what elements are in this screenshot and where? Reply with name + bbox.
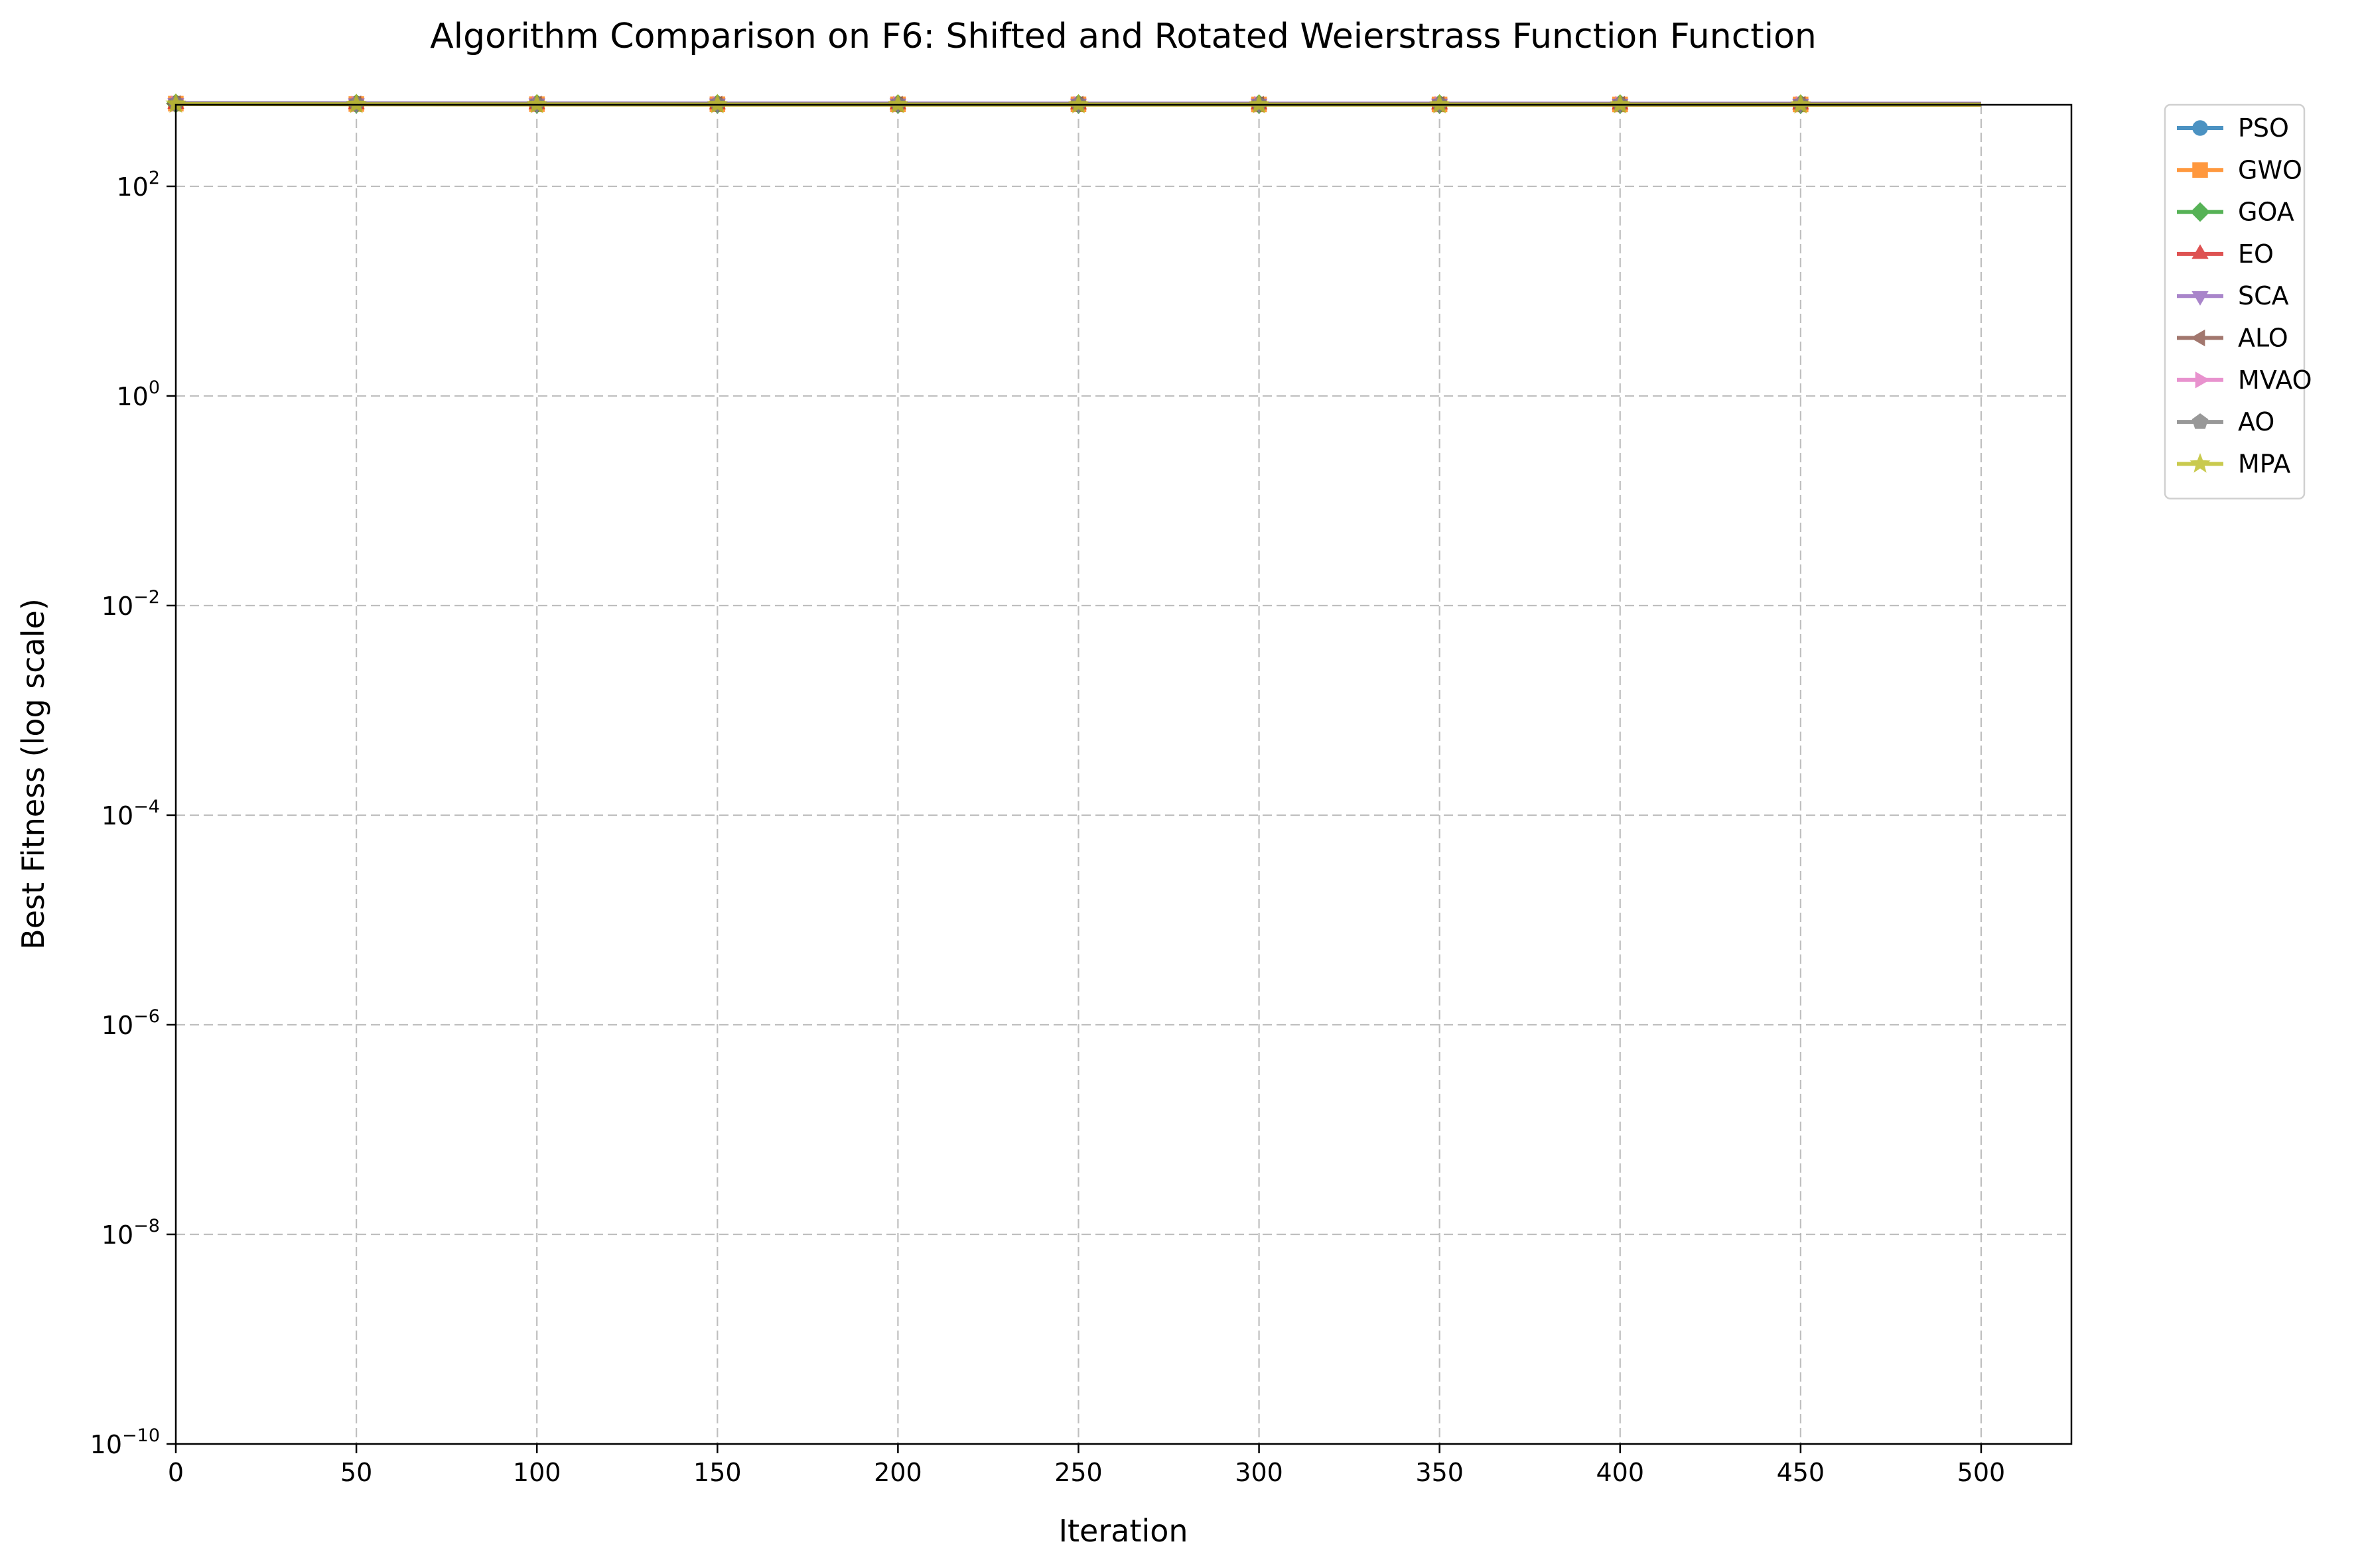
data-point-mpa (1790, 94, 1811, 114)
legend-swatch-ao (2177, 413, 2223, 429)
x-axis-ticks: 0 50 100 150 200 250 300 350 400 450 500 (168, 1444, 2005, 1487)
data-point-mpa (1429, 94, 1450, 114)
x-axis-label: Iteration (1058, 1513, 1188, 1549)
legend-swatch-alo (2177, 329, 2223, 347)
legend-marker (2191, 291, 2209, 306)
data-point-mpa (707, 94, 728, 113)
y-axis-label: Best Fitness (log scale) (15, 598, 51, 950)
y-tick-exponent: −8 (133, 1216, 160, 1236)
legend-label-gwo: GWO (2238, 155, 2302, 184)
chart-title: Algorithm Comparison on F6: Shifted and … (430, 17, 1817, 56)
y-tick-exponent: 2 (149, 168, 160, 188)
x-tick-label: 250 (1054, 1458, 1103, 1487)
x-tick-label: 0 (168, 1458, 184, 1487)
legend-label-mvao: MVAO (2238, 365, 2312, 395)
x-tick-label: 300 (1235, 1458, 1283, 1487)
y-tick-label: 102 (116, 168, 160, 202)
legend-swatch-sca (2177, 291, 2223, 306)
y-tick-label: 10−4 (102, 797, 160, 830)
legend-marker (2191, 244, 2209, 259)
y-tick-base: 10 (102, 592, 133, 621)
data-point-mpa (526, 94, 547, 113)
y-tick-label: 10−8 (102, 1216, 160, 1250)
y-tick-base: 10 (116, 172, 148, 202)
x-tick-label: 450 (1777, 1458, 1825, 1487)
data-point-mpa (1610, 94, 1631, 114)
legend-swatch-gwo (2177, 162, 2223, 178)
plot-area (176, 105, 2071, 1444)
y-tick-label: 10−2 (102, 587, 160, 621)
legend-label-ao: AO (2238, 407, 2274, 436)
legend-label-alo: ALO (2238, 324, 2288, 353)
legend-swatch-goa (2177, 202, 2223, 222)
x-tick-label: 50 (340, 1458, 372, 1487)
data-point-mpa (1248, 94, 1270, 114)
x-tick-label: 400 (1596, 1458, 1644, 1487)
legend-marker (2191, 413, 2209, 429)
x-tick-label: 100 (513, 1458, 561, 1487)
plot-frame (174, 103, 2073, 1445)
legend-marker (2190, 329, 2205, 347)
legend-label-pso: PSO (2238, 113, 2289, 143)
legend-marker (2190, 453, 2211, 473)
y-tick-label: 10−10 (90, 1425, 160, 1459)
legend-marker (2195, 371, 2210, 389)
grid (176, 105, 2071, 1444)
legend-swatch-mvao (2177, 371, 2223, 389)
y-tick-exponent: −10 (122, 1425, 160, 1446)
y-tick-label: 10−6 (102, 1006, 160, 1040)
legend-label-sca: SCA (2238, 281, 2289, 310)
y-tick-exponent: 0 (149, 377, 160, 398)
data-point-mpa (346, 93, 367, 113)
legend-label-mpa: MPA (2238, 449, 2290, 478)
y-tick-base: 10 (102, 801, 133, 830)
x-tick-label: 500 (1957, 1458, 2006, 1487)
legend-swatch-mpa (2177, 453, 2223, 473)
data-point-mpa (887, 94, 909, 113)
legend: PSO GWO GOA EO SCA ALO MVAO AO MPA (2164, 103, 2312, 499)
y-tick-base: 10 (102, 1220, 133, 1250)
y-tick-label: 100 (116, 377, 160, 411)
y-tick-exponent: −4 (133, 797, 160, 817)
legend-swatch-pso (2177, 120, 2223, 136)
legend-label-goa: GOA (2238, 198, 2294, 227)
x-tick-label: 150 (693, 1458, 742, 1487)
y-tick-base: 10 (90, 1430, 122, 1459)
legend-marker (2190, 202, 2210, 222)
data-point-mpa (1068, 94, 1089, 114)
legend-marker (2192, 120, 2208, 136)
x-tick-label: 350 (1415, 1458, 1464, 1487)
legend-swatch-eo (2177, 244, 2223, 259)
y-tick-exponent: −6 (133, 1006, 160, 1027)
y-tick-base: 10 (102, 1011, 133, 1040)
legend-marker (2192, 162, 2208, 178)
legend-label-eo: EO (2238, 239, 2274, 269)
x-tick-label: 200 (874, 1458, 922, 1487)
y-tick-exponent: −2 (133, 587, 160, 608)
y-tick-base: 10 (116, 382, 148, 411)
